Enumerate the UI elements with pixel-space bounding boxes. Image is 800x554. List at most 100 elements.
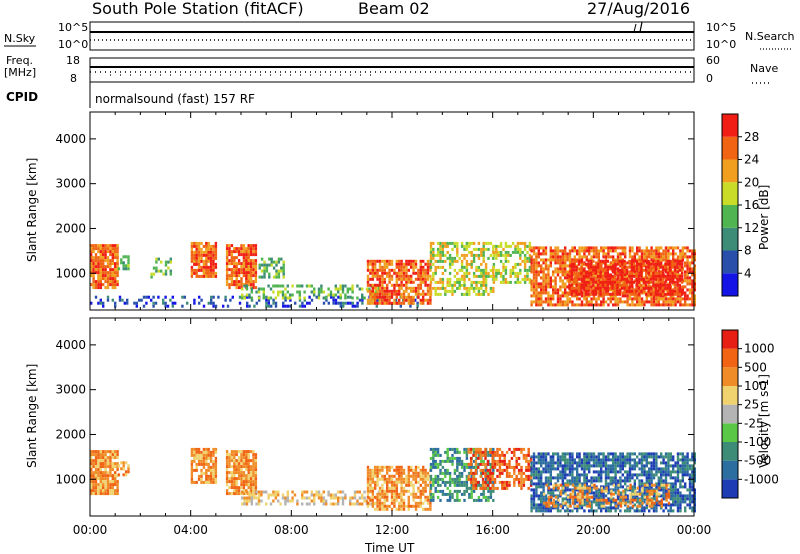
echo-cell <box>214 474 218 478</box>
echo-cell <box>684 300 687 304</box>
echo-cell <box>92 462 95 466</box>
echo-cell <box>92 450 95 454</box>
echo-cell <box>405 283 408 287</box>
echo-cell <box>282 266 285 270</box>
echo-cell <box>448 259 452 263</box>
echo-cell <box>417 489 420 493</box>
echo-cell <box>673 259 677 263</box>
echo-cell <box>592 500 596 504</box>
echo-cell <box>390 465 394 469</box>
echo-cell <box>559 470 562 474</box>
echo-cell <box>439 247 442 251</box>
echo-cell <box>664 294 668 298</box>
echo-cell <box>248 493 251 497</box>
echo-cell <box>631 300 634 304</box>
echo-cell <box>140 298 143 302</box>
echo-cell <box>559 300 562 304</box>
echo-cell <box>587 259 590 263</box>
echo-cell <box>417 268 420 272</box>
echo-cell <box>686 288 689 292</box>
echo-cell <box>274 296 277 300</box>
echo-cell <box>407 483 410 487</box>
echo-cell <box>482 247 485 251</box>
echo-cell <box>477 456 480 460</box>
echo-cell <box>405 265 408 269</box>
echo-cell <box>243 296 246 300</box>
echo-cell <box>351 301 354 305</box>
echo-cell <box>269 502 273 506</box>
echo-cell <box>650 252 653 256</box>
echo-cell <box>522 453 526 457</box>
echo-cell <box>398 504 401 508</box>
echo-cell <box>202 480 206 484</box>
echo-cell <box>254 268 258 272</box>
echo-cell <box>600 452 603 456</box>
echo-cell <box>434 253 437 257</box>
echo-cell <box>577 259 581 263</box>
echo-cell <box>460 274 464 278</box>
echo-cell <box>407 504 410 508</box>
echo-cell <box>564 503 567 507</box>
echo-cell <box>254 247 258 251</box>
echo-cell <box>424 495 427 499</box>
echo-cell <box>637 277 641 281</box>
echo-cell <box>414 292 418 296</box>
echo-cell <box>544 249 548 253</box>
echo-cell <box>542 461 545 465</box>
echo-cell <box>661 265 665 269</box>
echo-cell <box>407 262 410 266</box>
echo-cell <box>116 474 119 478</box>
echo-cell <box>195 247 198 251</box>
echo-cell <box>602 455 605 459</box>
echo-cell <box>407 292 410 296</box>
echo-cell <box>371 474 374 478</box>
echo-cell <box>240 456 243 460</box>
echo-cell <box>301 496 304 500</box>
echo-cell <box>662 252 665 256</box>
echo-cell <box>233 462 236 466</box>
echo-cell <box>686 273 689 277</box>
echo-cell <box>614 455 617 459</box>
echo-cell <box>601 280 605 284</box>
echo-cell <box>263 275 266 279</box>
echo-cell <box>286 290 289 294</box>
echo-cell <box>341 496 345 500</box>
echo-cell <box>327 493 330 497</box>
echo-cell <box>90 268 93 272</box>
nave-label: Nave <box>750 62 778 75</box>
echo-cell <box>92 262 95 266</box>
echo-cell <box>691 273 694 277</box>
echo-cell <box>432 495 435 499</box>
echo-cell <box>448 495 452 499</box>
echo-cell <box>337 502 340 506</box>
echo-cell <box>556 297 560 301</box>
echo-cell <box>666 286 669 290</box>
echo-cell <box>537 255 540 259</box>
echo-cell <box>116 265 119 269</box>
echo-cell <box>267 496 270 500</box>
echo-cell <box>114 492 117 496</box>
echo-cell <box>209 471 213 475</box>
echo-cell <box>228 492 231 496</box>
echo-cell <box>652 292 655 296</box>
echo-cell <box>280 266 283 270</box>
echo-cell <box>209 247 213 251</box>
echo-cell <box>90 477 93 481</box>
echo-cell <box>578 267 581 271</box>
echo-cell <box>492 253 496 257</box>
echo-cell <box>542 509 545 513</box>
echo-cell <box>556 246 560 250</box>
echo-cell <box>556 494 560 498</box>
echo-cell <box>626 294 629 298</box>
echo-cell <box>495 274 498 278</box>
echo-cell <box>530 288 533 292</box>
echo-cell <box>652 262 655 266</box>
echo-cell <box>580 467 584 471</box>
echo-cell <box>527 486 530 490</box>
echo-cell <box>465 477 469 481</box>
echo-cell <box>99 301 102 305</box>
echo-cell <box>250 499 253 503</box>
echo-cell <box>482 459 485 463</box>
echo-cell <box>650 297 653 301</box>
echo-cell <box>195 262 198 266</box>
